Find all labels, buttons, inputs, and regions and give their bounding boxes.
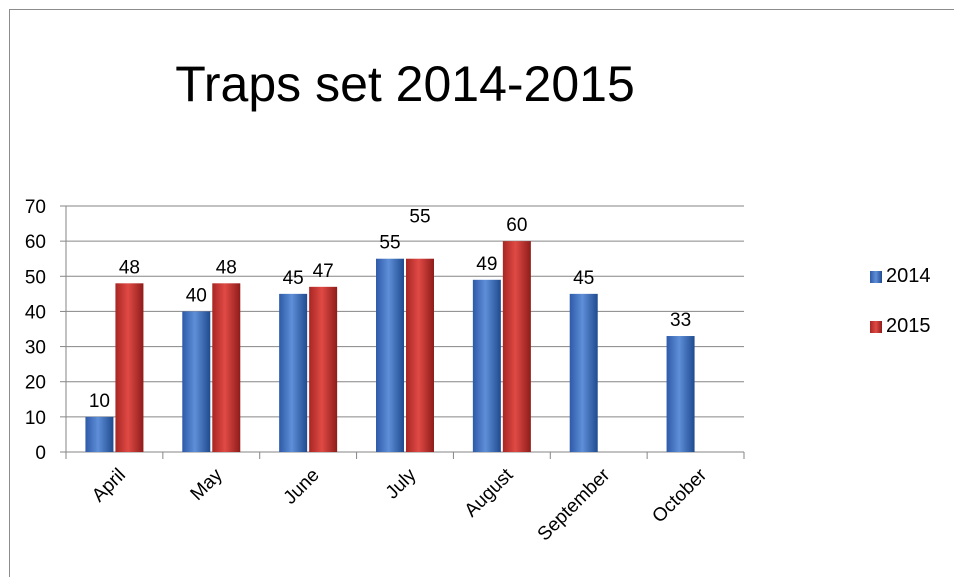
data-label-2014-june: 45 [283,268,304,289]
x-tick-label-october: October [648,464,711,527]
data-label-2014-april: 10 [89,391,110,412]
x-tick-label-july: July [382,464,421,503]
bar-2014-may [182,311,211,452]
data-label-2014-september: 45 [573,268,594,289]
y-tick-label-40: 40 [25,302,46,323]
chart-frame [9,9,954,577]
bar-2015-august [502,241,531,452]
data-label-2014-july: 55 [379,233,400,254]
x-tick-label-april: April [88,465,130,507]
y-tick-label-20: 20 [25,373,46,394]
bar-2015-july [406,258,434,452]
x-tick-label-june: June [280,465,324,509]
chart-title: Traps set 2014-2015 [175,56,635,112]
bar-2014-july [376,258,404,452]
legend-item-2014: 2014 [870,265,931,288]
bar-2014-september [569,293,598,452]
y-tick-label-30: 30 [25,338,46,359]
legend-swatch-2014 [870,270,882,283]
data-label-2015-august: 60 [506,215,527,236]
x-tick-label-september: September [534,464,615,545]
y-tick-label-10: 10 [25,408,46,429]
y-tick-label-60: 60 [25,232,46,253]
bar-2014-june [279,293,308,452]
legend-label-2015: 2015 [886,315,931,337]
y-tick-label-0: 0 [35,443,46,464]
data-label-2015-june: 47 [313,261,334,282]
legend-label-2014: 2014 [886,265,931,287]
bar-2014-april [85,416,114,452]
y-tick-label-50: 50 [25,267,46,288]
data-label-2015-april: 48 [119,257,140,278]
y-tick-label-70: 70 [25,197,46,218]
data-label-2014-august: 49 [476,254,497,275]
data-label-2015-may: 48 [216,257,237,278]
x-tick-label-august: August [461,464,518,521]
bar-2015-april [115,283,144,452]
legend-item-2015: 2015 [870,315,931,338]
bar-2014-october [666,336,695,452]
x-tick-label-may: May [187,464,228,505]
legend-swatch-2015 [870,320,882,333]
bar-2014-august [472,279,501,452]
data-label-2014-may: 40 [186,285,207,306]
bar-2015-june [309,286,338,452]
data-label-2015-july: 55 [409,207,430,228]
data-label-2014-october: 33 [670,310,691,331]
bar-2015-may [212,283,241,452]
